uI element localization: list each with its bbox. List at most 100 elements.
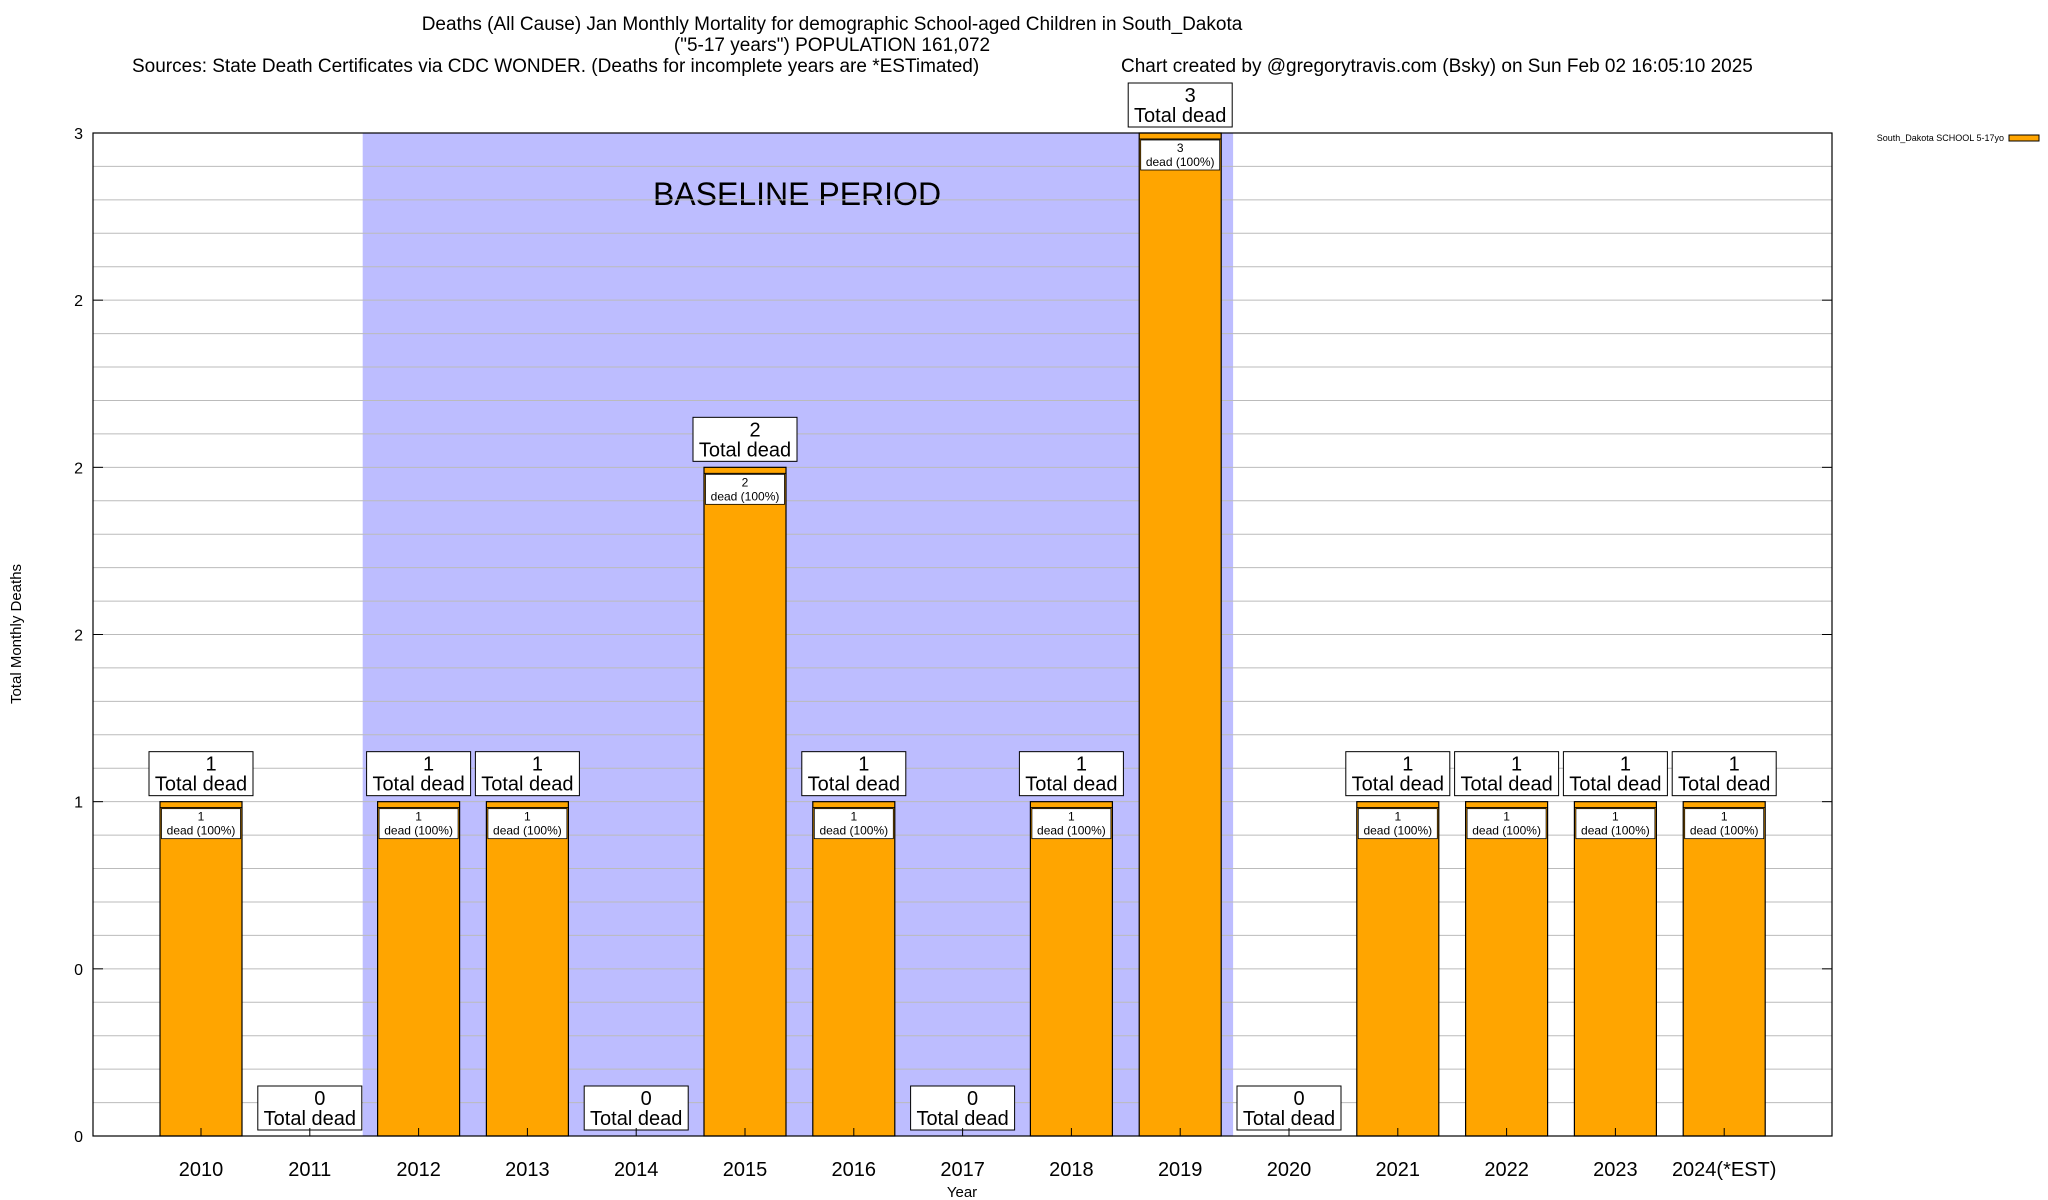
inner-label-box — [1031, 808, 1112, 840]
total-count-label: 0 — [314, 1088, 325, 1110]
total-label-box — [148, 751, 254, 797]
total-dead-label: Total dead — [1678, 774, 1770, 796]
y-tick-label: 2 — [74, 628, 83, 645]
x-axis-label: Year — [947, 1184, 977, 1200]
total-label-box — [1671, 751, 1777, 797]
inner-count-label: 1 — [198, 810, 205, 824]
bar — [812, 801, 896, 1137]
inner-label-box — [705, 473, 785, 505]
inner-label-box — [1357, 808, 1438, 840]
inner-percent-label: dead (100%) — [1363, 824, 1432, 838]
total-count-label: 1 — [1511, 754, 1522, 776]
total-label-box — [366, 751, 472, 797]
bar — [703, 466, 787, 1137]
total-count-label: 1 — [532, 754, 543, 776]
total-count-label: 1 — [205, 754, 216, 776]
inner-label-box — [813, 808, 894, 840]
baseline-period-label: BASELINE PERIOD — [653, 176, 941, 212]
inner-count-label: 1 — [524, 810, 531, 824]
inner-percent-label: dead (100%) — [167, 824, 236, 838]
total-dead-label: Total dead — [699, 439, 791, 461]
inner-count-label: 1 — [1721, 810, 1728, 824]
chart-title: Deaths (All Cause) Jan Monthly Mortality… — [422, 14, 1243, 35]
bar — [1573, 801, 1658, 1137]
chart-sources: Sources: State Death Certificates via CD… — [132, 56, 979, 77]
inner-percent-label: dead (100%) — [1472, 824, 1541, 838]
total-dead-label: Total dead — [808, 774, 900, 796]
x-tick-label: 2014 — [614, 1159, 659, 1181]
total-label-box — [1236, 1085, 1342, 1131]
bar — [1029, 801, 1114, 1137]
total-label-box — [1562, 751, 1668, 797]
inner-label-box — [487, 808, 568, 840]
total-label-box — [583, 1085, 689, 1131]
bar — [1464, 801, 1549, 1137]
bar — [159, 801, 243, 1137]
y-tick-label: 3 — [74, 126, 83, 143]
x-tick-label: 2021 — [1376, 1159, 1421, 1181]
inner-count-label: 1 — [1612, 810, 1619, 824]
inner-percent-label: dead (100%) — [384, 824, 453, 838]
x-tick-label: 2015 — [723, 1159, 768, 1181]
inner-count-label: 1 — [1068, 810, 1075, 824]
inner-percent-label: dead (100%) — [1690, 824, 1759, 838]
x-tick-label: 2022 — [1484, 1159, 1529, 1181]
total-label-box — [1454, 751, 1560, 797]
total-count-label: 1 — [1402, 754, 1413, 776]
total-count-label: 1 — [423, 754, 434, 776]
total-count-label: 2 — [749, 419, 760, 441]
inner-label-box — [1140, 139, 1221, 171]
x-tick-label: 2023 — [1593, 1159, 1638, 1181]
inner-count-label: 1 — [1394, 810, 1401, 824]
chart-credit: Chart created by @gregorytravis.com (Bsk… — [1121, 56, 1753, 77]
inner-percent-label: dead (100%) — [1037, 824, 1106, 838]
inner-percent-label: dead (100%) — [711, 489, 780, 503]
y-tick-label: 0 — [74, 1129, 83, 1146]
bar — [377, 801, 461, 1137]
y-tick-label: 0 — [74, 962, 83, 979]
x-tick-label: 2018 — [1049, 1159, 1094, 1181]
inner-label-box — [161, 808, 241, 840]
x-tick-label: 2011 — [288, 1159, 331, 1181]
total-count-label: 1 — [1620, 754, 1631, 776]
inner-label-box — [1684, 808, 1765, 840]
x-tick-label: 2020 — [1267, 1159, 1312, 1181]
total-dead-label: Total dead — [481, 774, 573, 796]
x-tick-label: 2017 — [940, 1159, 985, 1181]
y-axis-label: Total Monthly Deaths — [8, 564, 25, 704]
total-label-box — [1018, 751, 1124, 797]
total-dead-label: Total dead — [1025, 774, 1117, 796]
total-label-box — [1127, 82, 1233, 128]
total-dead-label: Total dead — [264, 1108, 356, 1130]
bar — [1682, 801, 1766, 1137]
inner-count-label: 2 — [742, 475, 749, 489]
total-dead-label: Total dead — [1569, 774, 1661, 796]
x-tick-label: 2012 — [396, 1159, 441, 1181]
total-label-box — [257, 1085, 363, 1131]
x-tick-label: 2019 — [1158, 1159, 1203, 1181]
y-tick-label: 2 — [74, 293, 83, 310]
inner-label-box — [1466, 808, 1547, 840]
total-count-label: 0 — [1293, 1088, 1304, 1110]
legend-label: South_Dakota SCHOOL 5-17yo — [1877, 133, 2004, 143]
total-label-box — [692, 416, 798, 462]
inner-label-box — [1575, 808, 1656, 840]
total-label-box — [474, 751, 580, 797]
total-label-box — [1345, 751, 1451, 797]
total-label-box — [910, 1085, 1016, 1131]
total-count-label: 0 — [641, 1088, 652, 1110]
x-tick-label: 2013 — [505, 1159, 550, 1181]
total-count-label: 1 — [1076, 754, 1087, 776]
bar — [1356, 801, 1440, 1137]
total-label-box — [801, 751, 907, 797]
inner-percent-label: dead (100%) — [819, 824, 888, 838]
total-count-label: 1 — [858, 754, 869, 776]
y-tick-label: 1 — [74, 795, 83, 812]
x-tick-label: 2024(*EST) — [1672, 1159, 1777, 1181]
inner-count-label: 1 — [1503, 810, 1510, 824]
y-tick-label: 2 — [74, 460, 83, 477]
x-tick-label: 2010 — [179, 1159, 224, 1181]
inner-percent-label: dead (100%) — [1581, 824, 1650, 838]
total-dead-label: Total dead — [916, 1108, 1008, 1130]
